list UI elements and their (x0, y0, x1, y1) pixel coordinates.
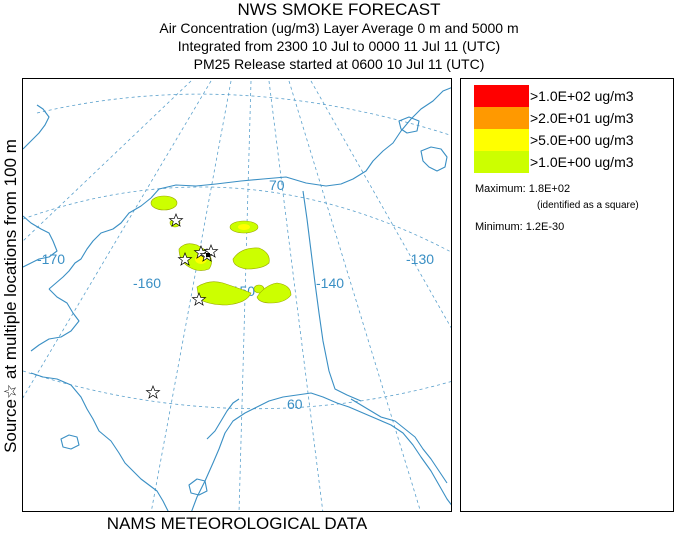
coastline-kenai (206, 398, 240, 440)
siberia-coast (23, 104, 50, 150)
legend-panel: >1.0E+02 ug/m3 >2.0E+01 ug/m3 >5.0E+00 u… (460, 78, 674, 512)
map-panel: -170 -160 -150 -140 -130 70 60 (22, 78, 452, 512)
coastline-kotzebue (30, 288, 80, 352)
source-star-icon (191, 292, 207, 306)
minimum-value: Minimum: 1.2E-30 (475, 221, 565, 233)
legend-label: >1.0E+02 ug/m3 (530, 88, 634, 104)
latitude-label: 60 (287, 396, 303, 412)
forecast-title: NWS SMOKE FORECAST (237, 0, 441, 19)
longitude-label: -160 (133, 275, 161, 291)
latitude-line (36, 93, 451, 136)
longitude-label: -130 (406, 251, 434, 267)
coastline-north-slope (150, 87, 451, 199)
legend-item: >1.0E+02 ug/m3 (474, 85, 670, 107)
latitude-line (23, 186, 451, 253)
smoke-plume (232, 247, 270, 270)
legend-item: >2.0E+01 ug/m3 (474, 107, 670, 129)
nunivak-island (60, 434, 80, 450)
longitude-label: -140 (316, 275, 344, 291)
smoke-plume (196, 281, 252, 306)
siberia-chukotka (23, 215, 58, 268)
coastlines (23, 87, 451, 511)
smoke-contours (150, 195, 292, 306)
coastline-panhandle (350, 398, 448, 484)
graticule (23, 80, 451, 511)
source-star-icon (145, 385, 161, 399)
source-star-icon (177, 252, 193, 266)
longitude-line (288, 80, 421, 511)
legend-label: >5.0E+00 ug/m3 (530, 132, 634, 148)
legend-swatch (474, 85, 529, 107)
coastline-northwest (48, 197, 152, 290)
release-start: PM25 Release started at 0600 10 Jul 11 (… (193, 56, 485, 72)
longitude-line (150, 80, 232, 511)
latitude-line (23, 370, 451, 410)
source-star-icon (168, 213, 184, 227)
maximum-square-marker (206, 253, 210, 257)
longitude-line (23, 80, 212, 399)
longitude-label: -170 (37, 251, 65, 267)
map-svg: -170 -160 -150 -140 -130 70 60 (23, 80, 451, 511)
maximum-value: Maximum: 1.8E+02 (475, 183, 571, 195)
source-star-icon (203, 244, 219, 258)
legend-swatch (474, 129, 529, 151)
legend-item: >5.0E+00 ug/m3 (474, 129, 670, 151)
smoke-plume (150, 195, 178, 211)
smoke-plume (256, 282, 292, 304)
coastline-west (30, 372, 169, 511)
longitude-line (310, 80, 451, 329)
kodiak-island (188, 478, 208, 496)
longitude-line (268, 80, 324, 511)
canada-border (302, 190, 362, 402)
legend-item: >1.0E+00 ug/m3 (474, 151, 670, 173)
legend-label: >1.0E+00 ug/m3 (530, 154, 634, 170)
east-arctic-islands (398, 116, 420, 134)
fire-sources (145, 213, 219, 399)
latitude-label: 70 (269, 177, 285, 193)
coastline-gulf (191, 392, 451, 511)
smoke-plume (238, 224, 250, 230)
concentration-subtitle: Air Concentration (ug/m3) Layer Average … (159, 20, 519, 36)
east-arctic-islands (420, 146, 448, 172)
data-source-label: NAMS METEOROLOGICAL DATA (106, 514, 368, 533)
legend-swatch (474, 107, 529, 129)
longitude-line (23, 80, 192, 242)
source-label-container: Source☆ at multiple locations from 100 m (0, 78, 22, 514)
legend-label: >2.0E+01 ug/m3 (530, 110, 634, 126)
integration-period: Integrated from 2300 10 Jul to 0000 11 J… (177, 38, 501, 54)
legend-swatch (474, 151, 529, 173)
maximum-note: (identified as a square) (537, 200, 639, 211)
source-label: Source☆ at multiple locations from 100 m (1, 139, 20, 453)
